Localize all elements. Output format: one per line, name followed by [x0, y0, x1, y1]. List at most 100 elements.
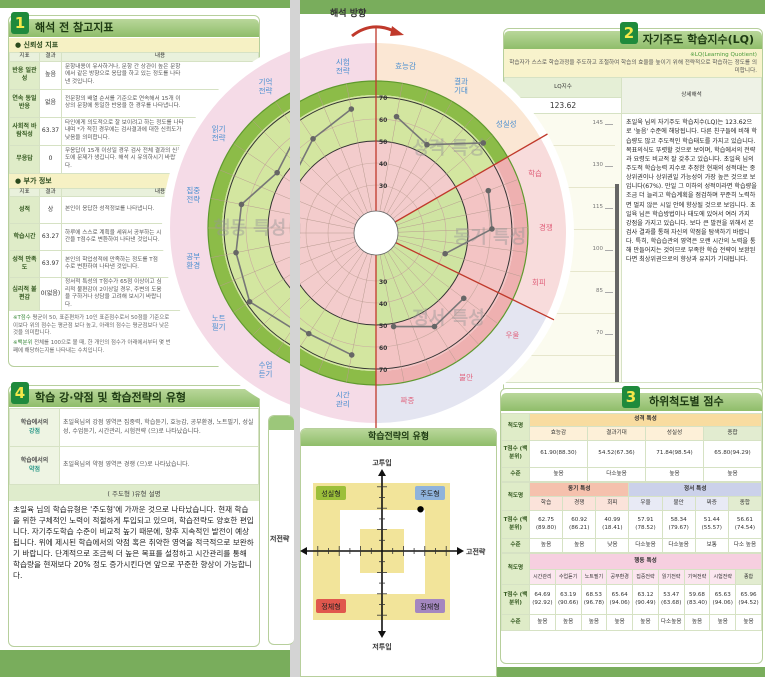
indicator-name: 무응답	[9, 144, 40, 174]
spoke-line	[372, 247, 441, 357]
scale-tick-label: 50	[363, 134, 371, 141]
data-point	[460, 295, 467, 302]
indicator-result: 63.37	[39, 116, 62, 146]
scale-tick-label: 60	[379, 117, 387, 124]
t-score: 64.69 (92.92)	[529, 584, 556, 615]
lq-scale-tick	[605, 124, 613, 126]
subscale-name: 기억전략	[683, 569, 711, 585]
axis-label: 불안	[459, 372, 473, 382]
footnote-text: 평균이 50, 표준편차가 10인 표준점수로서 50점을 기준으로 이보다 위…	[13, 315, 170, 337]
spoke-line	[393, 245, 499, 324]
level: 다소 높음	[727, 538, 762, 553]
type-description: 초일육 님의 학습유형은 '주도형'에 가까운 것으로 나타났습니다. 현재 학…	[13, 505, 254, 580]
footnote-text: 전체를 100으로 볼 때, 한 개인의 점수가 아래에서부터 몇 번째에 해당…	[13, 339, 171, 354]
axis-label: 결과 기대	[438, 71, 452, 90]
spoke-line	[394, 156, 508, 223]
upper-zone	[440, 159, 498, 288]
spoke-line	[374, 112, 458, 212]
spoke-line	[394, 156, 508, 223]
subscale-name: 시간관리	[529, 569, 556, 585]
group-header-emotion: 정서 특성	[628, 482, 762, 497]
axis-label: 결과 기대	[454, 76, 468, 95]
t-score: 58.34 (79.67)	[661, 510, 696, 539]
data-point	[378, 109, 384, 115]
t-score: 51.44 (55.57)	[694, 510, 729, 539]
series-line	[393, 297, 465, 328]
lower-zone	[360, 238, 443, 320]
group-header-row: 척도명 행동 특성	[501, 553, 762, 585]
spoke-line	[380, 238, 497, 295]
subscale-name: 우울	[628, 496, 663, 511]
spoke-line	[381, 174, 503, 220]
description-text: 전문항의 배열 순서를 기준으로 연속해서 15개 이상의 문항에 동일한 반응…	[65, 95, 181, 110]
series-line	[300, 108, 353, 356]
subscale-name: 효능감	[529, 426, 588, 441]
page-gutter	[290, 0, 300, 677]
t-score: 65.96 (94.52)	[735, 584, 762, 615]
subscale-name: 경쟁	[562, 496, 597, 511]
scale-tick-label: 40	[363, 156, 371, 163]
axis-label-line: 기억	[275, 83, 289, 92]
ring-band	[376, 293, 513, 385]
section4-badge: 4	[11, 382, 29, 404]
reliability-table: 지표 결과 내용 반응 일관성 높음 문항내용이 유사하거나, 문항 간 상관이 높은 문…	[9, 52, 259, 174]
ring-band	[376, 81, 508, 164]
t-score: 65.80(94.29)	[703, 440, 762, 468]
spoke-line	[383, 253, 432, 375]
strength-text: 초일육님의 강점 영역은 집중력, 학습듣기, 효능감, 공부환경, 노트필기,…	[59, 408, 259, 447]
subscale-name: 학습	[528, 496, 564, 511]
group-watermark: 정서 특성	[396, 303, 469, 324]
indicator-result: 0(없음)	[39, 277, 62, 312]
axis-label-line: 시험	[336, 57, 350, 66]
subscale-row: 시간관리 수업듣기 노트필기 공부환경 집중전략 읽기전략 기억전략 시험전략 종합	[502, 569, 762, 585]
level: 높음	[632, 614, 659, 631]
axis-label: 기억 전략	[259, 78, 273, 96]
spoke-line	[382, 223, 512, 228]
column-header: 결과	[39, 52, 62, 62]
data-point	[348, 106, 355, 112]
upper-zone	[376, 95, 496, 187]
indicator-name: 사회적 바람직성	[9, 116, 40, 146]
table-row: 반응 일관성 높음 문항내용이 유사하거나, 문항 간 상관이 높은 문항에서 같은…	[9, 60, 259, 90]
spoke-line	[389, 116, 474, 217]
column-header: 지표	[9, 187, 40, 198]
axis-label-line: 관리	[336, 399, 350, 409]
additional-title-text: 부가 정보	[23, 176, 52, 185]
group-header-personality: 성격 특성	[529, 413, 762, 427]
axis-label: 성실성	[480, 114, 501, 124]
scale-tick-label: 50	[379, 139, 387, 146]
axis-label-line: 듣기	[259, 369, 273, 378]
lq-scale-tick-label: 115	[592, 204, 604, 211]
level: 다소높음	[628, 538, 663, 553]
subscale-name: 공부환경	[606, 569, 634, 585]
data-point	[263, 304, 269, 310]
data-point	[390, 323, 397, 330]
scale-tick-label: 40	[379, 301, 387, 308]
type-header: ( 주도형 )유형 설명	[9, 485, 259, 501]
interpretation-direction: 해석 방향	[330, 9, 367, 19]
axis-label-line: 시간	[320, 385, 334, 395]
direction-arrow-icon	[351, 25, 404, 38]
lower-zone	[360, 136, 440, 217]
section3-badge: 3	[622, 386, 640, 408]
indicator-result: 63.97	[39, 250, 62, 279]
subscale-name: 회피	[595, 496, 630, 511]
spoke-line	[368, 85, 412, 207]
axis-label-line: 전략	[336, 65, 350, 75]
right-page-top-band	[300, 0, 765, 14]
spoke-line	[379, 152, 492, 217]
spoke-line	[392, 135, 493, 220]
column-header: 내용	[61, 187, 259, 198]
table-row: 심리적 불편감 0(없음) 정서적 특성의 T점수가 65점 이상이고 심리적 불편…	[9, 277, 259, 312]
axis-label-line: 기대	[438, 81, 452, 90]
spoke-line	[395, 242, 513, 300]
left-page-top-band	[0, 0, 290, 8]
subscale-name: 불안	[661, 496, 696, 511]
description-text: 정서적 특성의 T점수가 65점 이상이고 심리적 불편감이 2이상일 경우, …	[65, 279, 162, 308]
scale-tick-label: 40	[363, 296, 371, 303]
spoke-line	[330, 79, 355, 207]
upper-zone	[376, 273, 501, 371]
spoke-line	[300, 251, 364, 348]
axis-label-line: 기억	[259, 78, 273, 87]
data-point	[431, 323, 438, 330]
